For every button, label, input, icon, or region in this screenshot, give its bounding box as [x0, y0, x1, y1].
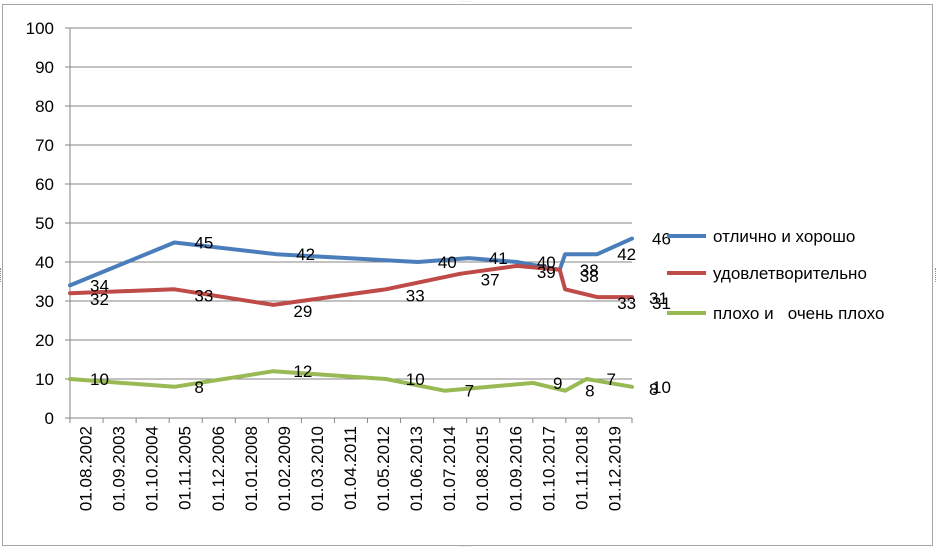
chart-frame — [2, 4, 933, 546]
x-tick-label: 01.10.2017 — [539, 426, 558, 511]
x-tick-label: 01.04.2011 — [341, 426, 360, 510]
x-tick-label: 01.11.2018 — [572, 426, 591, 510]
y-tick-label: 30 — [35, 292, 54, 311]
data-label: 31 — [652, 294, 671, 313]
data-label: 32 — [90, 290, 109, 309]
data-label: 29 — [293, 302, 312, 321]
data-label: 33 — [406, 286, 425, 305]
legend-label: плохо и очень плохо — [713, 304, 884, 323]
data-label: 46 — [652, 230, 671, 249]
x-tick-label: 01.05.2012 — [374, 426, 393, 511]
x-tick-label: 01.10.2004 — [143, 426, 162, 511]
x-tick-label: 01.09.2016 — [506, 426, 525, 511]
axes: 0 10 20 30 40 50 60 70 80 90 100 01.08.2002 01.09.20… — [26, 19, 633, 511]
resize-handle-top[interactable]: ···· — [460, 0, 472, 5]
x-tick-label: 01.12.2006 — [209, 426, 228, 511]
x-tick-label: 01.12.2019 — [605, 426, 624, 511]
series-line — [68, 236, 634, 288]
data-label: 8 — [585, 382, 594, 401]
y-tick-label: 10 — [35, 370, 54, 389]
data-label: 8 — [194, 378, 203, 397]
legend: отлично и хорошо удовлетворительно плохо и… — [667, 227, 884, 323]
data-label-extra: 31 — [649, 289, 668, 308]
y-tick-label: 80 — [35, 97, 54, 116]
y-tick-label: 40 — [35, 253, 54, 272]
data-label: 9 — [553, 374, 562, 393]
x-tick-label: 01.08.2015 — [473, 426, 492, 511]
data-label: 40 — [537, 253, 556, 272]
data-label: 37 — [481, 271, 500, 290]
x-tick-label: 01.08.2002 — [77, 426, 96, 511]
resize-handle-bottom[interactable]: ···· — [460, 544, 472, 550]
data-label: 42 — [296, 245, 315, 264]
data-label: 33 — [194, 286, 213, 305]
data-label: 33 — [617, 294, 636, 313]
data-label: 10 — [652, 378, 671, 397]
data-label: 39 — [537, 263, 556, 282]
legend-label: отлично и хорошо — [713, 227, 855, 246]
data-label: 7 — [606, 370, 615, 389]
data-label: 34 — [90, 276, 109, 295]
x-tick-label: 01.09.2003 — [110, 426, 129, 511]
data-label: 40 — [438, 253, 457, 272]
resize-handle-right[interactable] — [935, 268, 939, 282]
y-tick-label: 0 — [45, 409, 54, 428]
series-lines — [68, 236, 634, 393]
series-line — [68, 263, 634, 307]
legend-label: удовлетворительно — [713, 264, 867, 283]
y-tick-label: 20 — [35, 331, 54, 350]
y-tick-label: 70 — [35, 136, 54, 155]
data-label: 42 — [617, 245, 636, 264]
data-label: 41 — [489, 249, 508, 268]
y-tick-label: 90 — [35, 58, 54, 77]
x-tick-label: 01.01.2008 — [242, 426, 261, 511]
data-label: 38 — [580, 261, 599, 280]
data-label: 7 — [465, 382, 474, 401]
data-label: 12 — [293, 362, 312, 381]
data-label: 45 — [194, 234, 213, 253]
data-label: 38 — [580, 267, 599, 286]
data-label: 10 — [90, 370, 109, 389]
x-tick-label: 01.02.2009 — [275, 426, 294, 511]
y-tick-label: 50 — [35, 214, 54, 233]
series-line — [68, 369, 634, 393]
resize-handle-left[interactable] — [0, 268, 4, 282]
x-tick-label: 01.03.2010 — [308, 426, 327, 511]
data-label: 10 — [406, 370, 425, 389]
x-tick-label: 01.06.2013 — [407, 426, 426, 511]
y-tick-label: 100 — [26, 19, 54, 38]
gridlines — [70, 27, 632, 419]
data-label-extra: 8 — [649, 380, 658, 399]
y-tick-label: 60 — [35, 175, 54, 194]
x-tick-label: 01.11.2005 — [176, 426, 195, 510]
x-tick-label: 01.07.2014 — [440, 426, 459, 511]
